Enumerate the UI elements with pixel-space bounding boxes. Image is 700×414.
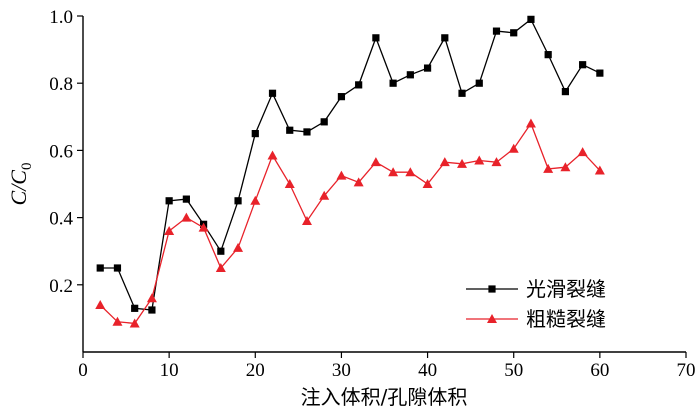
x-tick-label: 30 — [332, 360, 351, 381]
data-point — [215, 263, 226, 272]
data-point — [458, 89, 466, 97]
data-point — [319, 190, 330, 200]
data-point — [113, 264, 122, 272]
data-point — [422, 179, 433, 188]
data-point — [181, 212, 192, 222]
data-point — [508, 143, 519, 153]
data-point — [250, 195, 261, 205]
data-point — [544, 51, 552, 59]
data-point — [131, 304, 139, 312]
data-point — [441, 34, 449, 42]
y-tick-label: 0.4 — [49, 209, 73, 230]
data-point — [303, 128, 311, 136]
data-point — [370, 157, 381, 167]
data-point — [320, 118, 328, 126]
x-tick-label: 0 — [78, 360, 88, 381]
data-point — [353, 177, 364, 187]
data-point — [423, 64, 432, 72]
x-tick-label: 40 — [418, 360, 437, 381]
x-tick-label: 70 — [677, 360, 696, 381]
y-tick-label: 1.0 — [49, 7, 73, 28]
data-point — [268, 89, 277, 97]
data-point — [198, 222, 209, 232]
data-point — [164, 226, 175, 236]
legend-item: 粗糙裂缝 — [466, 307, 606, 331]
data-point — [439, 157, 450, 167]
svg-text:C/C0: C/C0 — [6, 163, 35, 206]
data-point — [286, 126, 294, 134]
data-point — [355, 81, 363, 89]
data-point — [527, 15, 535, 23]
data-point — [146, 293, 157, 303]
data-point — [405, 167, 416, 177]
y-tick-label: 0.8 — [49, 74, 73, 95]
data-point — [96, 264, 104, 272]
data-point — [561, 88, 569, 96]
data-point — [406, 71, 414, 79]
data-point — [388, 167, 399, 177]
data-point — [577, 147, 588, 157]
data-point — [165, 197, 173, 205]
data-point — [95, 299, 106, 309]
y-axis-title-subscript: 0 — [19, 163, 35, 171]
x-tick-label: 60 — [590, 360, 609, 381]
series-layer — [95, 15, 605, 328]
data-point — [234, 197, 242, 205]
data-point — [596, 69, 604, 77]
data-point — [267, 150, 278, 160]
data-point — [491, 157, 502, 167]
data-point — [233, 242, 244, 252]
x-tick-label: 50 — [504, 360, 523, 381]
data-point — [474, 155, 485, 165]
series-1 — [96, 15, 604, 314]
legend-label: 光滑裂缝 — [526, 277, 606, 301]
legend-label: 粗糙裂缝 — [526, 307, 606, 331]
y-tick-label: 0.2 — [49, 276, 73, 297]
y-tick-label: 0.6 — [49, 141, 73, 162]
ticks: 0 10 20 30 40 50 60 70 0.2 0.4 0.6 0.8 1.0 — [49, 7, 695, 381]
data-point — [475, 79, 483, 87]
data-point — [284, 179, 295, 188]
data-point — [560, 162, 571, 172]
legend-marker — [488, 285, 496, 293]
data-point — [579, 61, 587, 69]
series-2 — [95, 118, 605, 328]
data-point — [301, 215, 312, 225]
data-point — [389, 79, 397, 87]
data-point — [457, 158, 468, 168]
data-point — [372, 34, 380, 42]
axes — [82, 16, 686, 353]
data-point — [510, 29, 518, 37]
data-point — [525, 118, 536, 128]
data-point — [594, 165, 605, 175]
data-point — [129, 318, 140, 328]
data-point — [251, 130, 259, 138]
x-tick-label: 10 — [160, 360, 179, 381]
data-point — [112, 316, 123, 326]
legend-item: 光滑裂缝 — [466, 277, 606, 301]
data-point — [543, 163, 554, 173]
series-line — [99, 122, 601, 325]
legend-marker — [487, 314, 497, 323]
data-point — [182, 195, 190, 203]
data-point — [217, 247, 225, 255]
x-axis-title: 注入体积/孔隙体积 — [301, 385, 468, 409]
x-tick-label: 20 — [246, 360, 265, 381]
y-axis-title-main: C/C — [6, 170, 31, 206]
series-line — [100, 18, 601, 311]
data-point — [337, 93, 346, 101]
data-point — [336, 170, 347, 180]
y-axis-title: C/C0 — [6, 163, 35, 206]
data-point — [148, 306, 156, 314]
data-point — [492, 27, 501, 35]
